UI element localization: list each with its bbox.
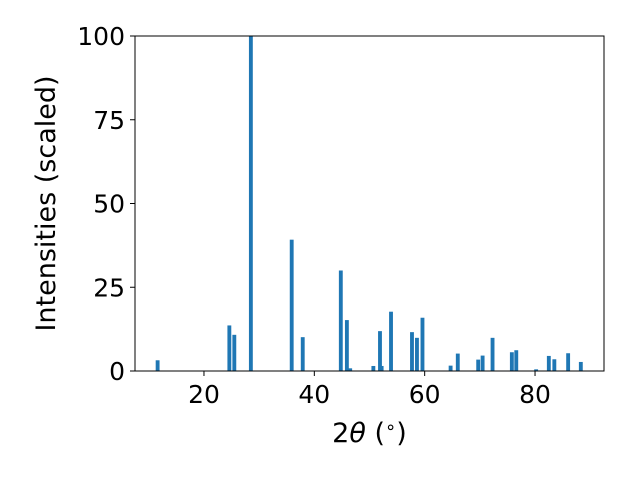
bar: [509, 352, 514, 371]
bar: [300, 337, 305, 371]
bar: [552, 359, 557, 371]
bar: [348, 368, 353, 371]
y-tick-label: 100: [77, 22, 125, 51]
x-tick-label: 20: [188, 380, 220, 409]
x-axis-label-degree: ∘: [385, 417, 396, 438]
x-tick-label: 40: [298, 380, 330, 409]
bar: [289, 239, 294, 371]
y-axis-label: Intensities (scaled): [31, 75, 62, 331]
bar: [546, 355, 551, 371]
bar: [344, 320, 349, 371]
bar: [490, 337, 495, 371]
bar: [578, 361, 583, 371]
bar: [338, 270, 343, 371]
bar: [410, 332, 414, 371]
bar: [415, 337, 419, 371]
x-axis-label-open: (: [366, 418, 385, 449]
bar: [514, 350, 519, 371]
bar: [389, 311, 393, 371]
bar: [379, 365, 384, 371]
bar: [371, 365, 376, 371]
bar: [566, 353, 571, 371]
y-tick-label: 0: [109, 357, 125, 386]
bar: [455, 353, 460, 371]
x-axis-label: 2θ (∘): [332, 417, 407, 449]
x-tick-label: 60: [409, 380, 441, 409]
x-axis-label-close: ): [396, 418, 407, 449]
bar: [155, 360, 160, 371]
y-tick-label: 75: [93, 106, 125, 135]
chart-bars: [155, 36, 583, 371]
x-axis-label-theta: θ: [349, 418, 366, 449]
x-axis-label-prefix: 2: [332, 418, 349, 449]
plot-frame: [134, 35, 605, 372]
y-tick-label: 50: [93, 190, 125, 219]
bar: [227, 325, 232, 371]
bar: [476, 359, 481, 371]
x-tick-label: 80: [519, 380, 551, 409]
x-axis-ticks: 20 40 60 80: [188, 371, 551, 409]
bar: [248, 36, 253, 371]
y-axis-ticks: 0 25 50 75 100: [77, 22, 135, 386]
bar: [534, 369, 539, 371]
y-tick-label: 25: [93, 273, 125, 302]
bar: [378, 331, 382, 371]
bar: [232, 334, 237, 371]
bar: [448, 365, 453, 371]
bar: [480, 355, 485, 371]
bar: [420, 317, 425, 371]
